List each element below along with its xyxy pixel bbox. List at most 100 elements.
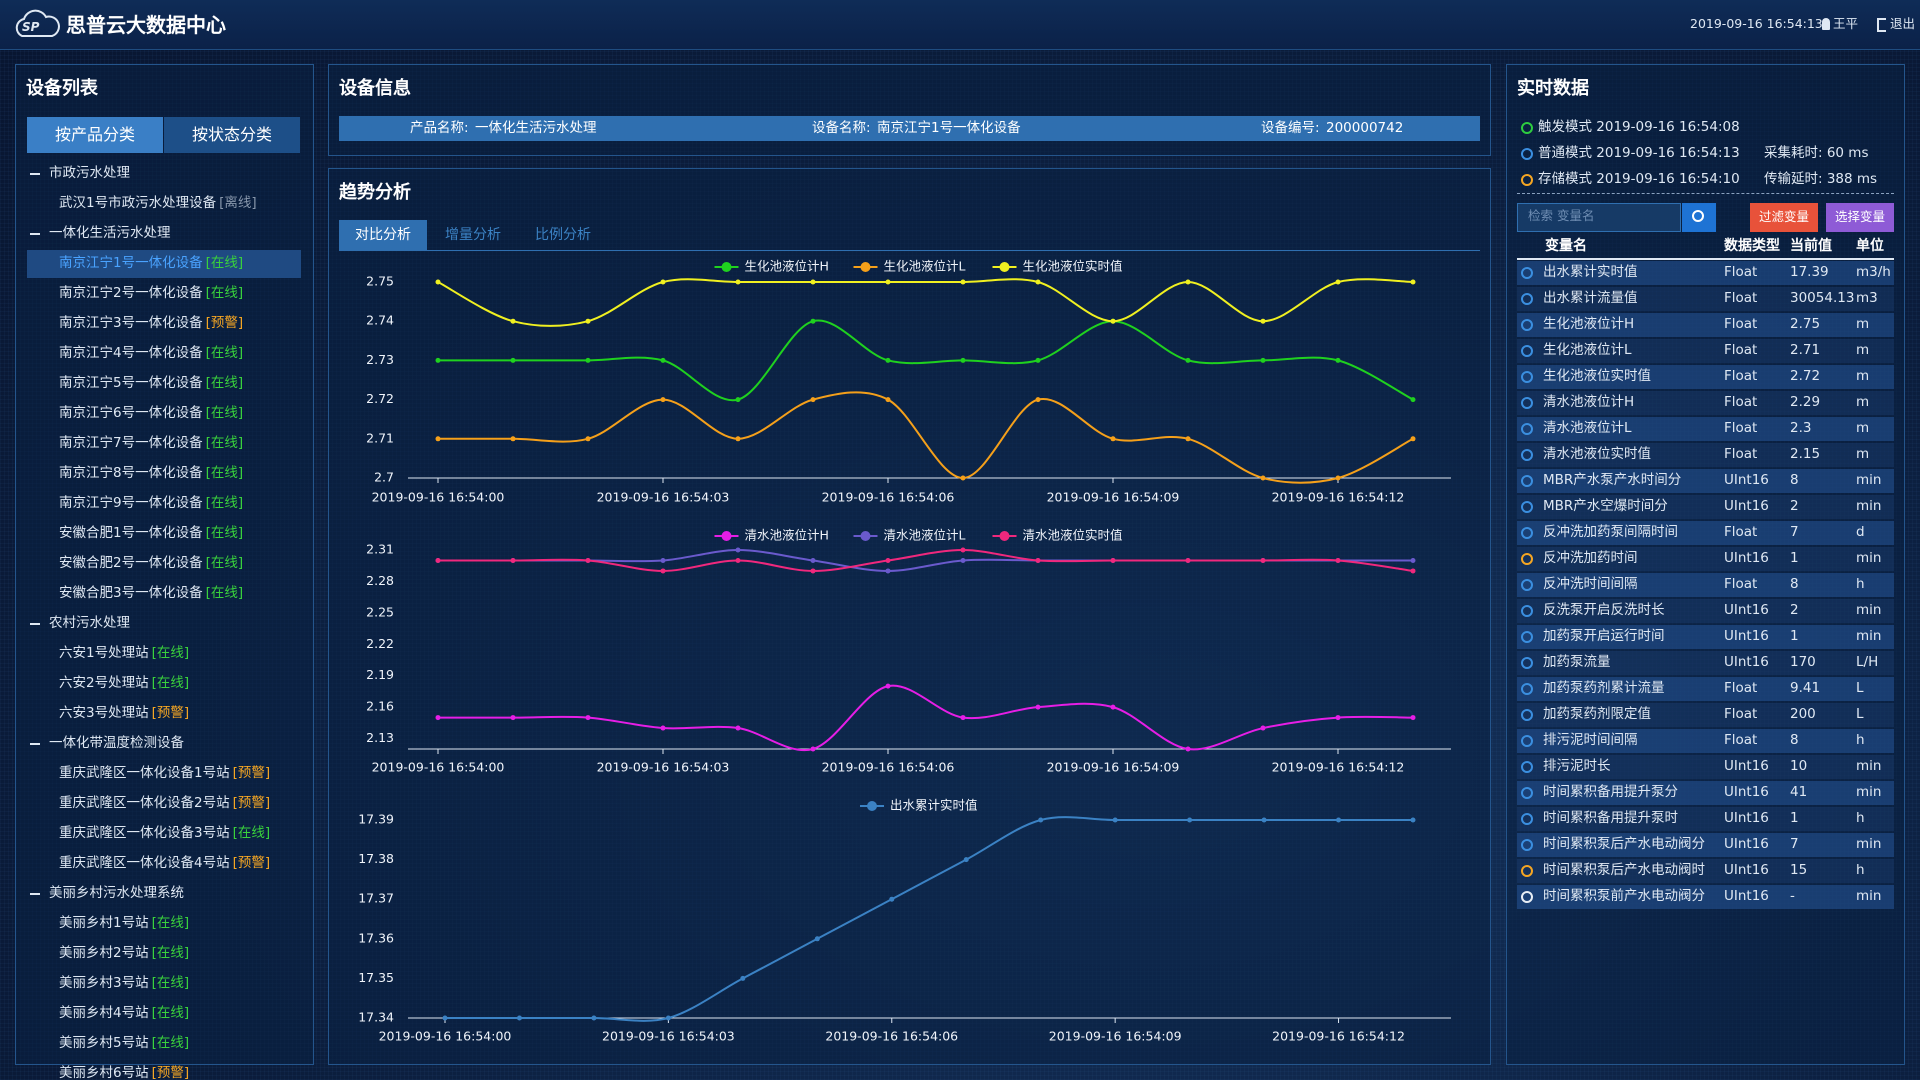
cell: UInt16 (1724, 498, 1769, 514)
cell: 9.41 (1790, 680, 1821, 696)
table-row[interactable] (1517, 755, 1894, 779)
table-row[interactable] (1517, 443, 1894, 467)
device-status: [在线] (205, 555, 244, 571)
tree-item[interactable]: 南京江宁7号一体化设备 [在线] (59, 436, 243, 451)
table-row[interactable] (1517, 547, 1894, 571)
tree-item[interactable]: 美丽乡村5号站 [在线] (59, 1036, 189, 1051)
cell: UInt16 (1724, 758, 1769, 774)
device-status: [在线] (205, 405, 244, 421)
row-icon (1521, 397, 1533, 409)
tree-item[interactable]: 南京江宁2号一体化设备 [在线] (59, 286, 243, 301)
tree-item[interactable]: 南京江宁6号一体化设备 [在线] (59, 405, 244, 421)
table-row[interactable] (1517, 885, 1894, 909)
table-row[interactable] (1517, 703, 1894, 727)
tree-item[interactable]: 南京江宁3号一体化设备 [预警] (59, 315, 243, 331)
tree-item[interactable]: 武汉1号市政污水处理设备 [离线] (59, 196, 257, 211)
table-row[interactable] (1517, 677, 1894, 701)
table-row[interactable] (1517, 521, 1894, 545)
row-icon (1521, 527, 1533, 539)
device-name: 南京江宁3号一体化设备 (59, 315, 203, 331)
table-row[interactable] (1517, 365, 1894, 389)
device-name: 南京江宁1号一体化设备 (59, 255, 203, 271)
cell: h (1856, 810, 1865, 826)
action-button[interactable]: 选择变量 (1826, 203, 1894, 232)
mode-text: 普通模式 2019-09-16 16:54:13 (1538, 145, 1740, 161)
category-tab[interactable]: 按产品分类 (27, 117, 163, 153)
logout[interactable]: 退出 (1890, 16, 1916, 31)
cell: UInt16 (1724, 550, 1769, 566)
cell: Float (1724, 524, 1758, 540)
table-row[interactable] (1517, 573, 1894, 597)
cell: m (1856, 446, 1870, 462)
cell: min (1856, 498, 1882, 514)
table-row[interactable] (1517, 469, 1894, 493)
tree-item[interactable]: 南京江宁8号一体化设备 [在线] (59, 466, 243, 481)
device-status: [在线] (205, 525, 244, 541)
mode-icon (1521, 122, 1533, 134)
cell: Float (1724, 264, 1758, 280)
tree-item[interactable]: 六安2号处理站 [在线] (59, 676, 189, 691)
table-row[interactable] (1517, 859, 1894, 883)
tree-item[interactable]: 重庆武隆区一体化设备3号站 [在线] (59, 826, 270, 841)
device-status: [预警] (232, 795, 271, 811)
trend-tab[interactable]: 增量分析 (445, 227, 501, 243)
table-row[interactable] (1517, 391, 1894, 415)
tree-item[interactable]: 南京江宁9号一体化设备 [在线] (59, 496, 243, 511)
trend-tab[interactable]: 比例分析 (535, 227, 591, 243)
tree-item[interactable]: 南京江宁5号一体化设备 [在线] (59, 375, 243, 391)
row-icon (1521, 345, 1533, 357)
category-tab[interactable]: 按状态分类 (164, 117, 300, 153)
tree-item[interactable]: 南京江宁1号一体化设备 [在线] (59, 255, 243, 271)
row-icon (1521, 891, 1533, 903)
action-button[interactable]: 过滤变量 (1750, 203, 1818, 232)
table-row[interactable] (1517, 287, 1894, 311)
tree-item[interactable]: 美丽乡村6号站 [预警] (59, 1066, 189, 1080)
table-row[interactable] (1517, 781, 1894, 805)
cell: UInt16 (1724, 602, 1769, 618)
tree-group[interactable]: 市政污水处理 (49, 165, 130, 181)
tree-item[interactable]: 安徽合肥3号一体化设备 [在线] (59, 586, 243, 601)
table-row[interactable] (1517, 729, 1894, 753)
table-row[interactable] (1517, 313, 1894, 337)
table-row[interactable] (1517, 417, 1894, 441)
device-name: 南京江宁5号一体化设备 (59, 375, 203, 391)
tree-item[interactable]: 六安1号处理站 [在线] (59, 646, 189, 661)
tree-item[interactable]: 美丽乡村2号站 [在线] (59, 946, 189, 961)
tree-item[interactable]: 重庆武隆区一体化设备4号站 [预警] (59, 856, 270, 871)
tree-item[interactable]: 重庆武隆区一体化设备1号站 [预警] (59, 766, 270, 781)
trend-tab[interactable]: 对比分析 (339, 220, 427, 250)
tree-item[interactable]: 重庆武隆区一体化设备2号站 [预警] (59, 795, 271, 811)
table-row[interactable] (1517, 261, 1894, 285)
cell: 2.29 (1790, 394, 1821, 410)
tree-group[interactable]: 一体化生活污水处理 (49, 225, 171, 241)
table-row[interactable] (1517, 339, 1894, 363)
tree-item[interactable]: 美丽乡村4号站 [在线] (59, 1006, 189, 1021)
table-row[interactable] (1517, 651, 1894, 675)
tree-group[interactable]: 美丽乡村污水处理系统 (49, 885, 184, 901)
user-name[interactable]: 王平 (1833, 16, 1859, 31)
table-row[interactable] (1517, 599, 1894, 623)
tree-item[interactable]: 美丽乡村3号站 [在线] (59, 976, 189, 991)
tree-item[interactable]: 南京江宁4号一体化设备 [在线] (59, 346, 243, 361)
cell: UInt16 (1724, 472, 1769, 488)
table-row[interactable] (1517, 495, 1894, 519)
cell: 41 (1790, 784, 1808, 800)
cell: L/H (1856, 654, 1879, 670)
cell: UInt16 (1724, 888, 1769, 904)
tree-item[interactable]: 美丽乡村1号站 [在线] (59, 916, 189, 931)
cell: 时间累积泵前产水电动阀分 (1543, 888, 1705, 904)
table-row[interactable] (1517, 625, 1894, 649)
tree-group[interactable]: 一体化带温度检测设备 (49, 735, 184, 751)
table-row[interactable] (1517, 807, 1894, 831)
search-input[interactable] (1517, 203, 1681, 232)
row-icon (1521, 709, 1533, 721)
row-icon (1521, 319, 1533, 331)
cell: UInt16 (1724, 836, 1769, 852)
table-row[interactable] (1517, 833, 1894, 857)
tree-item[interactable]: 安徽合肥2号一体化设备 [在线] (59, 555, 244, 571)
tree-item[interactable]: 安徽合肥1号一体化设备 [在线] (59, 525, 244, 541)
tree-item[interactable]: 六安3号处理站 [预警] (59, 706, 189, 721)
cell: min (1856, 472, 1882, 488)
tree-group[interactable]: 农村污水处理 (49, 615, 130, 631)
cell: 1 (1790, 550, 1799, 566)
